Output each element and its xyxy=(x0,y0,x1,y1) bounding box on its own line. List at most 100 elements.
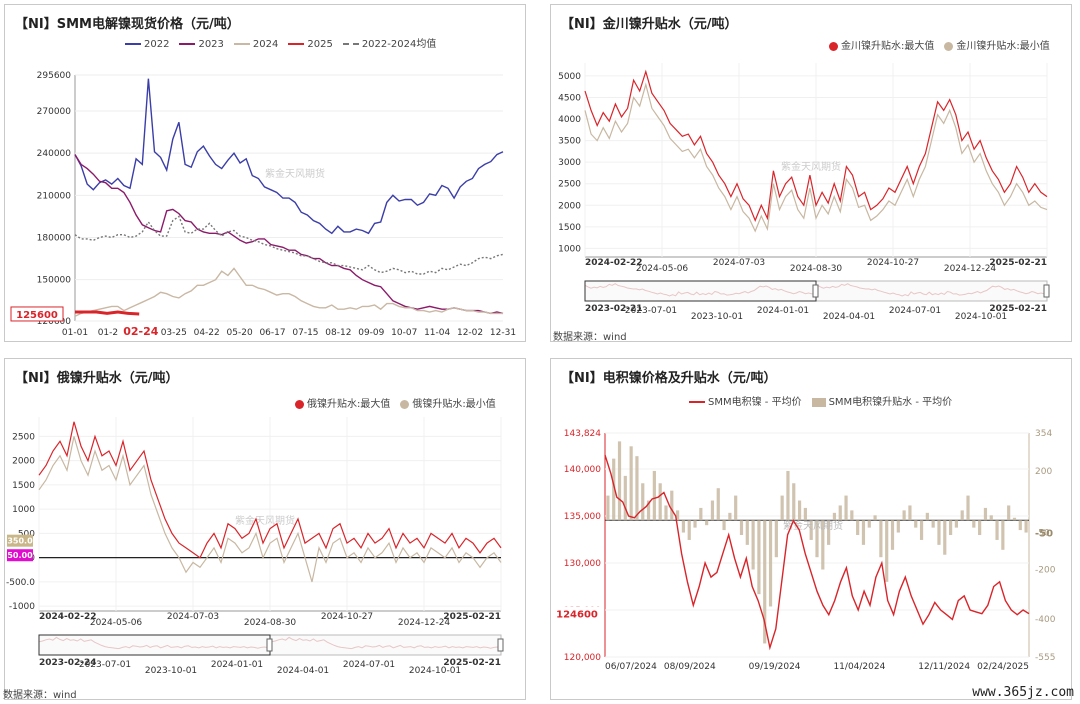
x-tick-label: 2024-12-24 xyxy=(398,618,451,628)
premium-bar xyxy=(954,520,958,528)
y-tick-label: 1500 xyxy=(12,481,35,491)
x-tick-label: 11-04 xyxy=(424,328,450,338)
navigator-handle-right xyxy=(497,638,504,652)
y-tick-label: 120600 xyxy=(37,317,72,327)
navigator-tick-label: 2024-04-01 xyxy=(823,312,875,322)
legend-item[interactable]: 2025 xyxy=(288,39,333,50)
legend-item[interactable]: 2022-2024均值 xyxy=(342,35,437,50)
premium-bar xyxy=(803,507,807,521)
site-watermark: www.365jz.com xyxy=(972,685,1074,700)
navigator-tick-label: 2023-10-01 xyxy=(691,312,743,322)
premium-bar xyxy=(652,470,656,521)
chart-title: 【NI】俄镍升贴水（元/吨） xyxy=(15,371,179,386)
legend-item[interactable]: 2023 xyxy=(179,39,224,50)
legend-label: 2022-2024均值 xyxy=(361,39,437,50)
legend-item[interactable]: 2024 xyxy=(233,39,279,50)
premium-bar xyxy=(850,510,854,521)
premium-bar xyxy=(774,520,778,558)
x-tick-label: 07-15 xyxy=(292,328,318,338)
y-tick-label: 270000 xyxy=(37,107,72,117)
x-tick-label: 02-24 xyxy=(123,325,159,338)
y-tick-label: 3000 xyxy=(558,158,581,168)
x-tick-label: 2024-05-06 xyxy=(636,264,689,274)
premium-bar xyxy=(919,520,924,540)
premium-bar xyxy=(943,520,947,555)
legend-swatch xyxy=(689,401,705,403)
premium-bar xyxy=(757,520,761,595)
legend-label: 俄镍升贴水:最小值 xyxy=(412,399,496,410)
y-tick-label-left: 120,000 xyxy=(564,653,601,663)
data-source: 数据来源：wind xyxy=(3,690,77,701)
x-tick-label: 08/09/2024 xyxy=(664,662,716,672)
legend-item[interactable]: 金川镍升贴水:最小值 xyxy=(944,37,1050,52)
premium-bar xyxy=(751,520,755,570)
series-line-max xyxy=(38,421,502,559)
legend-item[interactable]: 俄镍升贴水:最小值 xyxy=(400,395,496,410)
navigator-tick-label: 2024-07-01 xyxy=(889,306,941,316)
premium-bar xyxy=(937,520,941,545)
x-tick-label: 11/04/2024 xyxy=(833,662,885,672)
legend-label: 2024 xyxy=(252,39,279,50)
x-tick-label: 03-25 xyxy=(161,328,187,338)
y-tick-label: 4500 xyxy=(558,93,581,103)
y-tick-label-left: 140,000 xyxy=(564,465,601,475)
y-tick-label-left: 135,000 xyxy=(564,512,601,522)
premium-bar xyxy=(745,520,749,545)
premium-bar xyxy=(658,483,662,521)
legend-swatch xyxy=(829,41,838,51)
legend-item[interactable]: 金川镍升贴水:最大值 xyxy=(829,37,934,52)
x-tick-label: 2024-08-30 xyxy=(244,618,297,628)
premium-bar xyxy=(1007,505,1011,521)
legend-swatch xyxy=(233,43,250,45)
x-tick-label: 12-31 xyxy=(490,328,516,338)
premium-bar xyxy=(861,520,866,545)
premium-bar xyxy=(832,512,837,521)
panel-russian-nickel-premium: 【NI】俄镍升贴水（元/吨） 俄镍升贴水:最大值 俄镍升贴水:最小值 2500 20… xyxy=(3,358,526,701)
legend-item[interactable]: 2022 xyxy=(125,39,169,50)
x-tick-label: 02/24/2025 xyxy=(977,662,1029,672)
series-line-max xyxy=(584,69,1048,223)
legend-label: SMM电积镍 - 平均价 xyxy=(708,397,802,408)
y-tick-label: 2500 xyxy=(12,432,35,442)
x-tick-label: 12-02 xyxy=(457,328,483,338)
legend-item[interactable]: SMM电积镍升贴水 - 平均价 xyxy=(811,393,953,408)
premium-bar xyxy=(873,515,877,521)
premium-bar xyxy=(890,520,895,550)
value-tag xyxy=(7,549,33,562)
premium-bar xyxy=(908,505,912,521)
y-tick-label-right: 354 xyxy=(1035,429,1052,439)
x-tick-label: 08-12 xyxy=(325,328,351,338)
chart-svg: 5000 4500 4000 3500 3000 2500 2000 1500 1000 2024… xyxy=(558,63,1050,322)
x-tick-label: 2024-02-22 xyxy=(39,612,97,622)
chart-title: 【NI】电积镍价格及升贴水（元/吨） xyxy=(561,371,777,386)
legend-swatch xyxy=(342,43,359,45)
premium-bar xyxy=(629,446,633,521)
premium-bar xyxy=(641,483,645,521)
x-tick-label: 2024-10-27 xyxy=(867,258,919,268)
premium-bar xyxy=(989,515,993,521)
legend-label: SMM电积镍升贴水 - 平均价 xyxy=(828,397,953,408)
navigator-tick-label: 2023-07-01 xyxy=(79,660,131,670)
navigator-handle-left xyxy=(812,284,819,298)
y-tick-label: 1000 xyxy=(558,244,581,254)
premium-bar xyxy=(885,520,889,582)
x-tick-label: 06-17 xyxy=(259,328,285,338)
x-tick-label: 2024-07-03 xyxy=(167,612,219,622)
premium-bar xyxy=(687,520,691,540)
x-tick-label: 05-20 xyxy=(227,328,253,338)
x-tick-label: 10-07 xyxy=(391,328,417,338)
legend-item[interactable]: SMM电积镍 - 平均价 xyxy=(689,393,802,408)
premium-bar xyxy=(664,505,668,521)
premium-bar xyxy=(780,495,784,521)
premium-bar xyxy=(978,520,982,536)
navigator-tick-label: 2023-02-21 xyxy=(585,304,643,314)
value-tag-left-label: 124600 xyxy=(556,610,598,621)
premium-bar xyxy=(699,507,703,521)
premium-bar xyxy=(1018,520,1022,531)
premium-bar xyxy=(786,470,790,521)
legend-item[interactable]: 俄镍升贴水:最大值 xyxy=(295,395,390,410)
chart-legend: 俄镍升贴水:最大值 俄镍升贴水:最小值 xyxy=(295,395,506,410)
x-tick-label: 09/19/2024 xyxy=(749,662,801,672)
end-value-label: 125600 xyxy=(16,310,58,321)
premium-bar xyxy=(670,490,674,521)
